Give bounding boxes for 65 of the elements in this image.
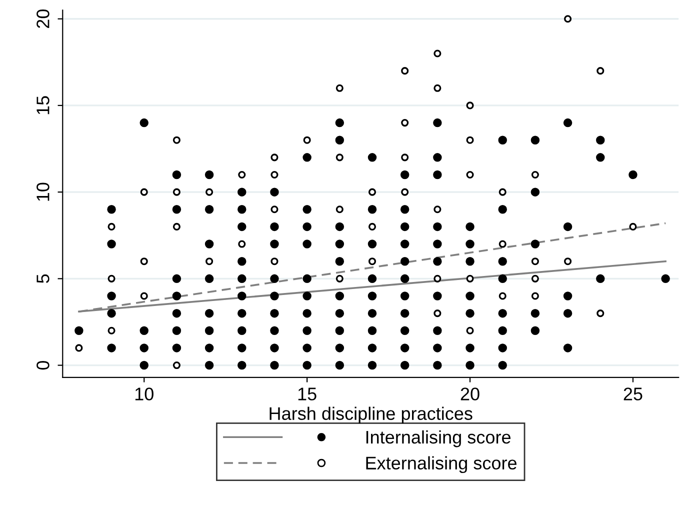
point: [434, 274, 442, 282]
point: [172, 222, 180, 230]
legend-label: Externalising score: [366, 456, 517, 474]
point: [466, 274, 474, 282]
point: [108, 326, 116, 334]
point: [172, 361, 180, 370]
point: [336, 84, 344, 92]
point: [140, 292, 148, 300]
point: [270, 170, 278, 179]
point: [564, 15, 572, 23]
point: [498, 240, 506, 248]
point: [270, 206, 278, 214]
point: [140, 258, 148, 266]
y-tick-label: 5: [36, 274, 50, 283]
point: [531, 170, 539, 179]
point: [172, 188, 180, 196]
y-tick-label: 10: [36, 182, 50, 201]
point: [401, 119, 409, 127]
point: [336, 274, 344, 282]
point: [466, 136, 474, 144]
point: [172, 136, 180, 144]
point: [531, 274, 539, 282]
point: [401, 154, 409, 162]
point: [368, 188, 376, 196]
point: [434, 50, 442, 58]
point: [270, 154, 278, 162]
point: [303, 136, 311, 144]
legend-label: Internalising score: [366, 430, 510, 448]
point: [629, 222, 637, 230]
point: [434, 206, 442, 214]
point: [108, 274, 116, 282]
point: [401, 188, 409, 196]
point: [531, 258, 539, 266]
point: [498, 292, 506, 300]
point: [108, 222, 116, 230]
point: [206, 258, 214, 266]
point: [336, 154, 344, 162]
point: [270, 258, 278, 266]
point: [140, 188, 148, 196]
y-tick-label: 20: [36, 10, 50, 28]
x-tick-label: 25: [624, 388, 642, 400]
x-tick-label: 10: [135, 388, 154, 400]
point: [596, 67, 604, 75]
point: [401, 67, 409, 75]
y-tick-label: 0: [36, 360, 50, 370]
point: [238, 170, 246, 179]
point: [564, 258, 572, 266]
point: [434, 84, 442, 92]
point: [466, 170, 474, 179]
point: [336, 206, 344, 214]
point: [466, 326, 474, 334]
point: [368, 258, 376, 266]
point: [238, 240, 246, 248]
point: [434, 310, 442, 318]
point: [498, 188, 506, 196]
x-axis-title: Harsh discipline practices: [270, 406, 472, 424]
x-tick-label: 15: [298, 388, 316, 400]
y-tick-label: 15: [36, 96, 50, 114]
point: [75, 344, 83, 352]
point: [596, 310, 604, 318]
point: [368, 222, 376, 230]
point: [206, 188, 214, 196]
x-tick-label: 20: [460, 388, 480, 400]
point: [466, 102, 474, 110]
point: [531, 292, 539, 300]
